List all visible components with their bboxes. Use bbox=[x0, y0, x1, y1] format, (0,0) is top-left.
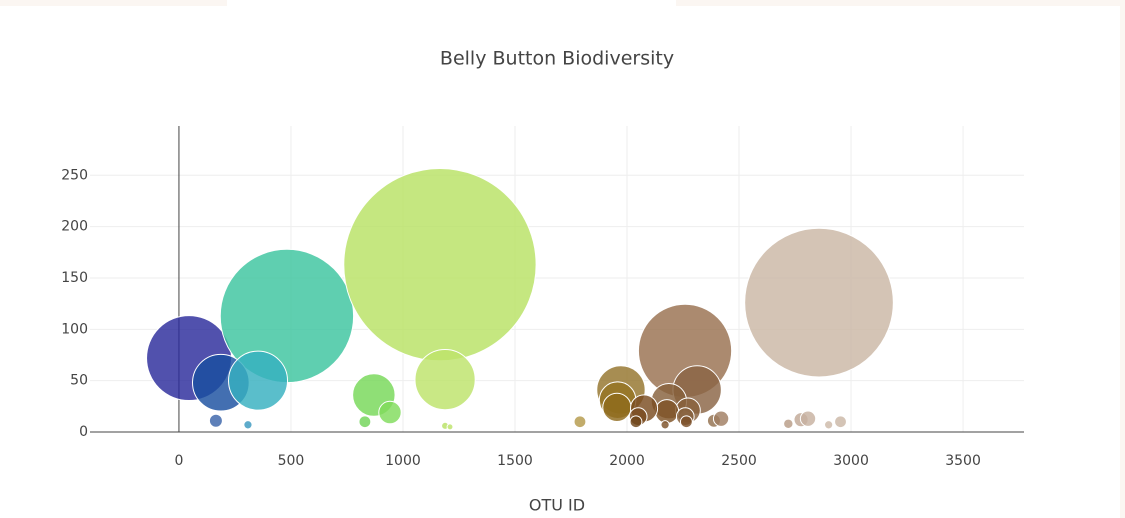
bubble bbox=[629, 415, 643, 429]
plot-background bbox=[0, 6, 1120, 518]
y-tick-label: 250 bbox=[61, 167, 88, 183]
x-tick-label: 3500 bbox=[945, 453, 981, 469]
bubble bbox=[378, 400, 402, 425]
bubble bbox=[208, 413, 223, 428]
y-tick-label: 100 bbox=[61, 321, 88, 337]
y-tick-label: 150 bbox=[61, 270, 88, 286]
bubble bbox=[243, 420, 253, 430]
bubble bbox=[679, 415, 693, 429]
y-tick-label: 0 bbox=[79, 424, 88, 440]
bubble bbox=[228, 350, 289, 411]
bubble bbox=[602, 392, 632, 423]
tab-strip bbox=[227, 0, 676, 6]
y-tick-label: 200 bbox=[61, 219, 88, 235]
bubble bbox=[783, 418, 794, 430]
bubble bbox=[824, 420, 834, 430]
bubble bbox=[414, 349, 476, 411]
bubble bbox=[712, 410, 730, 427]
bubble bbox=[660, 420, 670, 430]
bubble bbox=[573, 415, 587, 429]
bubble bbox=[343, 167, 537, 362]
x-tick-label: 1000 bbox=[385, 453, 421, 469]
bubble bbox=[799, 410, 817, 427]
x-tick-label: 3000 bbox=[833, 453, 869, 469]
chart-title: Belly Button Biodiversity bbox=[440, 48, 674, 70]
bubble bbox=[446, 423, 454, 431]
bubble bbox=[834, 415, 847, 429]
x-tick-label: 500 bbox=[278, 453, 305, 469]
x-tick-label: 1500 bbox=[497, 453, 533, 469]
x-tick-label: 0 bbox=[174, 453, 183, 469]
y-tick-label: 50 bbox=[70, 373, 88, 389]
bubble bbox=[744, 227, 894, 378]
x-tick-label: 2000 bbox=[609, 453, 645, 469]
bubble bbox=[654, 399, 680, 424]
bubble bbox=[358, 415, 372, 429]
x-tick-label: 2500 bbox=[721, 453, 757, 469]
x-axis-title: OTU ID bbox=[529, 496, 585, 515]
